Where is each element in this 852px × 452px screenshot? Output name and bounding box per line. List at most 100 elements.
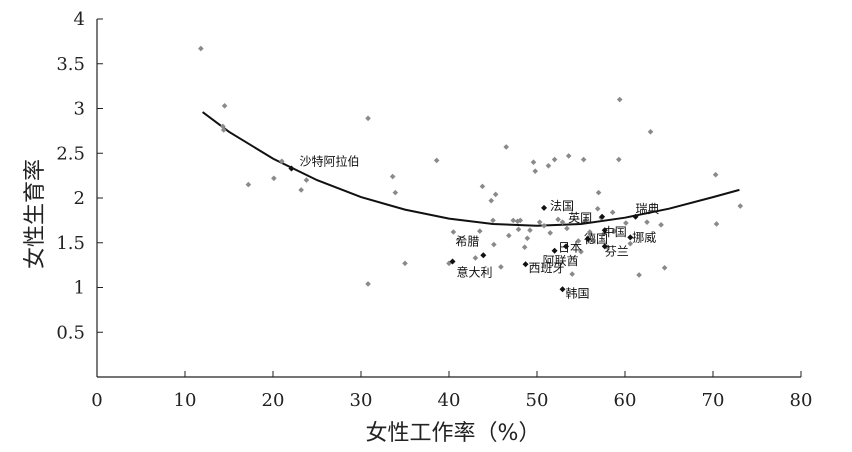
y-tick-label: 3 xyxy=(74,99,85,120)
points-layer xyxy=(198,45,744,293)
point-label: 法国 xyxy=(550,199,574,213)
x-tick-label: 0 xyxy=(91,390,102,411)
data-point xyxy=(565,153,572,159)
data-point xyxy=(712,171,719,178)
data-point xyxy=(491,241,497,248)
x-tick-label: 80 xyxy=(790,390,813,411)
data-point xyxy=(545,162,552,169)
data-point xyxy=(594,205,601,212)
data-point xyxy=(389,173,396,180)
data-point xyxy=(551,156,558,163)
highlighted-point xyxy=(601,227,608,234)
highlighted-point xyxy=(563,243,570,250)
data-point xyxy=(536,219,543,225)
data-point xyxy=(279,158,285,165)
data-point xyxy=(503,144,509,150)
point-label: 中国 xyxy=(603,224,627,239)
axes: 0 10 20 30 40 50 60 70 80 0.5 1 1.5 2 2.5 3 3.5 4 xyxy=(56,9,812,411)
point-label: 挪威 xyxy=(632,230,656,244)
data-point xyxy=(488,197,495,204)
data-point xyxy=(582,217,589,224)
y-tick-label: 4 xyxy=(74,9,85,30)
data-point xyxy=(498,264,504,270)
highlighted-point xyxy=(449,258,456,265)
point-label: 芬兰 xyxy=(605,244,629,258)
data-point xyxy=(492,191,499,198)
data-point xyxy=(517,217,524,224)
data-point xyxy=(365,281,371,287)
data-point xyxy=(271,175,277,182)
data-point xyxy=(595,189,602,196)
point-label: 瑞典 xyxy=(636,202,660,216)
data-point xyxy=(530,159,537,165)
data-point xyxy=(616,156,622,163)
data-point xyxy=(506,232,512,239)
data-point xyxy=(661,265,668,271)
highlighted-point xyxy=(601,243,608,250)
data-point xyxy=(580,156,587,163)
data-point xyxy=(587,229,593,235)
highlighted-point xyxy=(585,236,592,243)
x-tick-label: 60 xyxy=(614,390,637,411)
data-point xyxy=(559,219,566,225)
data-point xyxy=(564,225,570,232)
data-point xyxy=(521,244,528,251)
x-tick-label: 70 xyxy=(702,390,725,411)
data-point xyxy=(601,231,607,237)
point-label: 希腊 xyxy=(455,233,479,248)
x-tick-label: 30 xyxy=(350,390,373,411)
x-tick-label: 40 xyxy=(438,390,461,411)
point-label: 英国 xyxy=(568,211,592,225)
data-point xyxy=(532,168,539,174)
data-point xyxy=(623,220,629,226)
y-tick-label: 2.5 xyxy=(56,143,85,164)
data-point xyxy=(198,45,204,52)
data-point xyxy=(658,222,664,228)
x-tick-label: 10 xyxy=(174,390,197,411)
highlighted-point xyxy=(480,252,487,259)
x-axis-label: 女性工作率（%） xyxy=(366,421,541,446)
point-label: 日本 xyxy=(558,240,582,254)
data-point xyxy=(479,183,486,190)
highlighted-point xyxy=(541,204,548,211)
data-point xyxy=(569,271,575,277)
data-point xyxy=(713,221,720,227)
data-point xyxy=(590,238,597,244)
highlighted-point xyxy=(522,261,529,268)
highlighted-point xyxy=(288,165,295,172)
data-point xyxy=(477,228,483,234)
data-point xyxy=(541,222,547,229)
data-point xyxy=(220,127,227,133)
highlighted-point xyxy=(551,247,558,254)
data-point xyxy=(627,240,634,247)
data-point xyxy=(527,227,533,234)
y-tick-label: 1.5 xyxy=(56,233,85,254)
data-point xyxy=(514,218,521,225)
data-point xyxy=(510,217,517,224)
data-point xyxy=(392,189,399,196)
data-point xyxy=(221,103,228,109)
y-tick-label: 3.5 xyxy=(56,54,85,75)
point-label: 阿联酋 xyxy=(543,253,579,268)
data-point xyxy=(472,255,479,261)
data-point xyxy=(303,177,310,183)
data-point xyxy=(450,229,457,235)
y-tick-label: 1 xyxy=(74,278,85,299)
data-point xyxy=(402,260,408,267)
point-label: 意大利 xyxy=(457,265,493,280)
data-point xyxy=(737,203,744,209)
point-label: 沙特阿拉伯 xyxy=(299,153,359,168)
data-point xyxy=(609,209,616,216)
data-point xyxy=(604,244,611,251)
point-label: 德国 xyxy=(584,231,608,246)
highlighted-point xyxy=(627,234,634,241)
y-tick-label: 2 xyxy=(74,188,85,209)
data-point xyxy=(636,272,642,278)
highlighted-point xyxy=(632,213,639,220)
data-point xyxy=(575,238,582,244)
data-point xyxy=(298,187,304,193)
data-point xyxy=(644,219,650,225)
x-tick-label: 50 xyxy=(526,390,549,411)
